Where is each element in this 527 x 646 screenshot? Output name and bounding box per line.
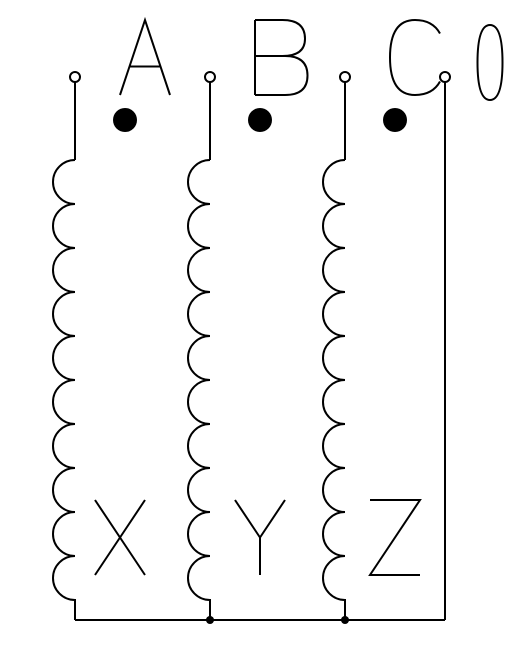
junction-dot bbox=[206, 616, 214, 624]
polarity-dot-b bbox=[248, 108, 272, 132]
transformer-wye-diagram bbox=[0, 0, 527, 646]
polarity-dot-c bbox=[383, 108, 407, 132]
polarity-dot-a bbox=[113, 108, 137, 132]
junction-dot bbox=[341, 616, 349, 624]
